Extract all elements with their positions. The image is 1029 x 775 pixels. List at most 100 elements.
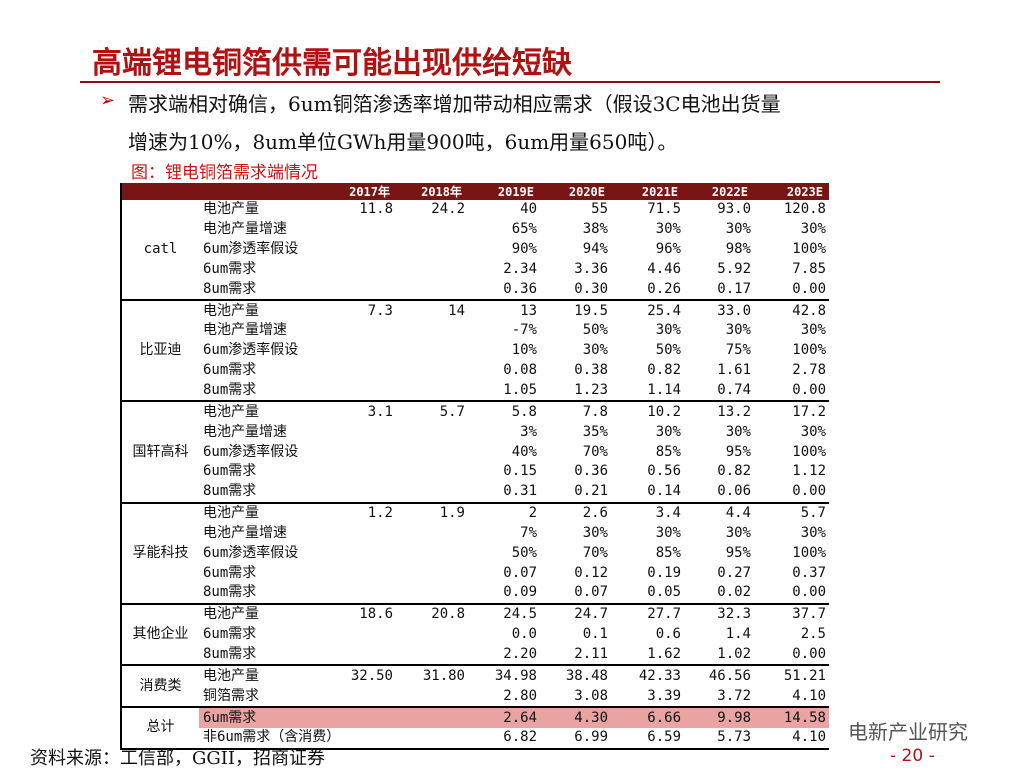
empty-cell [396, 341, 468, 361]
value-cell: 1.4 [725, 626, 751, 643]
row-label: 8um需求 [199, 481, 341, 504]
value-cell: 14 [448, 302, 465, 319]
row-label: 8um需求 [199, 583, 341, 605]
value-cell: 0.00 [754, 481, 829, 504]
empty-cell [341, 442, 396, 462]
value-cell: 50% [582, 322, 608, 339]
value-cell: 40% [511, 443, 537, 460]
value-cell: 0.27 [717, 564, 751, 581]
table-row: 8um需求 1.05 1.23 1.14 0.74 0.00 [121, 380, 829, 403]
value-cell: 1.12 [792, 463, 826, 480]
value-cell: 46.56 [708, 667, 751, 684]
value-cell: 20.8 [431, 606, 465, 623]
value-cell: 0.00 [754, 380, 829, 403]
value-cell: 0.31 [468, 481, 540, 504]
table-row: catl 电池产量 11.8 24.2 40 55 71.5 93.0 120.8 [121, 200, 829, 302]
value-cell: 33.0 [717, 302, 751, 319]
header-cell: 2023E [754, 183, 829, 200]
table-row: 6um需求 0.07 0.12 0.19 0.27 0.37 [121, 563, 829, 583]
value-cell: 70% [582, 443, 608, 460]
value-cell: 38% [582, 221, 608, 238]
value-cell: 5.73 [684, 727, 754, 750]
value-cell: 13 [520, 302, 537, 319]
value-cell: 0.30 [540, 279, 611, 302]
value-cell: 3.08 [540, 686, 611, 709]
empty-cell [396, 361, 468, 381]
empty-cell [341, 583, 396, 605]
value-cell: 0.14 [611, 481, 684, 504]
value-cell: 93.0 [717, 201, 751, 218]
value-cell: 24.2 [431, 201, 465, 218]
value-cell: 0.07 [503, 564, 537, 581]
table-row: 消费类 电池产量 32.50 31.80 34.98 38.48 42.33 46.56 51.… [121, 665, 829, 709]
table-row: 总计 6um需求 2.64 4.30 6.66 9.98 14.58 [121, 707, 829, 750]
value-cell: 40 [520, 201, 537, 218]
value-cell: 30% [655, 524, 681, 541]
value-cell: 0.02 [684, 583, 754, 605]
empty-cell [396, 524, 468, 544]
value-cell: 2.78 [792, 362, 826, 379]
empty-cell [396, 380, 468, 403]
value-cell: 1.02 [684, 644, 754, 667]
empty-cell [396, 727, 468, 750]
value-cell: 30% [582, 524, 608, 541]
group-name: 总计 [121, 707, 199, 750]
row-label: 6um需求 [199, 707, 341, 728]
value-cell: 75% [725, 342, 751, 359]
row-label: 6um需求 [203, 626, 257, 643]
row-label: 电池产量增速 [203, 322, 287, 339]
value-cell: 0.21 [540, 481, 611, 504]
table-row: 6um需求 0.15 0.36 0.56 0.82 1.12 [121, 462, 829, 482]
value-cell: 98% [725, 241, 751, 258]
row-label: 铜箔需求 [199, 686, 341, 709]
value-cell: 6.99 [540, 727, 611, 750]
value-cell: 7.8 [582, 403, 608, 420]
row-label: 电池产量增速 [203, 524, 287, 541]
value-cell: 100% [792, 342, 826, 359]
value-cell: 3.1 [367, 403, 393, 420]
empty-cell [396, 563, 468, 583]
demand-table: 2017年 2018年 2019E 2020E 2021E 2022E 2023E catl… [120, 183, 829, 750]
table-row: 电池产量增速 3% 35% 30% 30% 30% [121, 422, 829, 442]
empty-cell [341, 686, 396, 709]
empty-cell [341, 220, 396, 240]
group-name: 国轩高科 [121, 401, 199, 504]
value-cell: 30% [725, 322, 751, 339]
empty-cell [396, 240, 468, 260]
table-row: 8um需求 2.20 2.11 1.62 1.02 0.00 [121, 644, 829, 667]
value-cell: 0.26 [611, 279, 684, 302]
value-cell: 35% [582, 423, 608, 440]
row-label: 电池产量 [203, 505, 259, 522]
value-cell: 7% [520, 524, 537, 541]
empty-cell [341, 422, 396, 442]
page-number: - 20 - [890, 746, 935, 766]
value-cell: 2 [528, 505, 537, 522]
table-row: 比亚迪 电池产量 7.3 14 13 19.5 25.4 33.0 42.8 [121, 300, 829, 403]
value-cell: 96% [655, 241, 681, 258]
header-cell [199, 183, 341, 200]
table-row: 电池产量增速 7% 30% 30% 30% 30% [121, 524, 829, 544]
value-cell: 2.64 [468, 707, 540, 728]
table-row: 孚能科技 电池产量 1.2 1.9 2 2.6 3.4 4.4 5.7 [121, 502, 829, 605]
value-cell: 3.72 [684, 686, 754, 709]
row-label: 6um需求 [203, 260, 257, 277]
value-cell: 0.00 [754, 583, 829, 605]
empty-cell [396, 321, 468, 341]
row-label: 电池产量 [203, 201, 259, 218]
value-cell: 3.36 [574, 260, 608, 277]
row-label: 8um需求 [199, 644, 341, 667]
value-cell: 70% [582, 544, 608, 561]
value-cell: 1.2 [367, 505, 393, 522]
value-cell: 4.4 [725, 505, 751, 522]
value-cell: 0.12 [574, 564, 608, 581]
value-cell: 2.5 [800, 626, 826, 643]
value-cell: 11.8 [359, 201, 393, 218]
value-cell: 0.07 [540, 583, 611, 605]
table-row: 6um渗透率假设 10% 30% 50% 75% 100% [121, 341, 829, 361]
value-cell: 30% [800, 423, 826, 440]
value-cell: 0.06 [684, 481, 754, 504]
group-name: 比亚迪 [121, 300, 199, 403]
value-cell: 1.9 [439, 505, 465, 522]
empty-cell [341, 727, 396, 750]
